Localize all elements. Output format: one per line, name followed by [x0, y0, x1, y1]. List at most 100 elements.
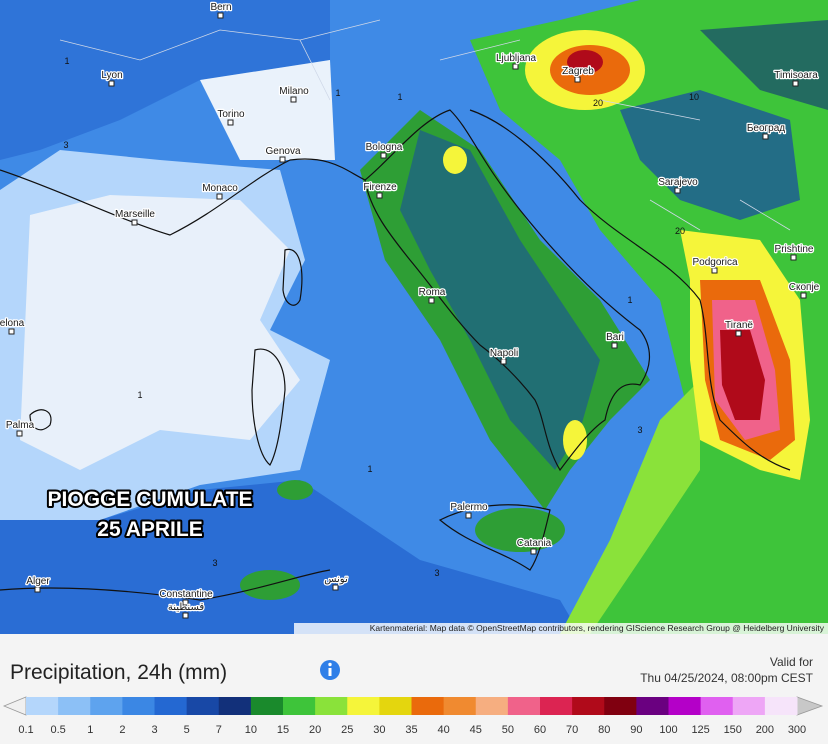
coastline [29, 409, 52, 431]
colorbar-swatch [154, 697, 188, 715]
colorbar-label: 30 [373, 724, 385, 736]
colorbar-label: 40 [438, 724, 450, 736]
city-label: Milano [279, 86, 309, 97]
city-marker [131, 219, 138, 226]
colorbar-label: 1 [87, 724, 93, 736]
colorbar-over [796, 696, 824, 716]
city-label: Београд [747, 123, 785, 134]
city-label: Catania [517, 538, 552, 549]
city-label: Bern [210, 2, 231, 13]
precip-area [720, 330, 765, 420]
valid-time: Thu 04/25/2024, 08:00pm CEST [640, 671, 813, 685]
contour-label: 1 [367, 464, 372, 474]
city-marker [512, 63, 519, 70]
precip-area [0, 480, 580, 634]
city-label: Firenze [363, 182, 397, 193]
info-icon[interactable] [320, 660, 340, 680]
legend-title: Precipitation, 24h (mm) [10, 661, 227, 684]
city-marker [332, 584, 339, 591]
colorbar-swatch [186, 697, 220, 715]
contour-label: 20 [593, 98, 603, 108]
precip-area [567, 50, 603, 74]
city-marker [574, 76, 581, 83]
colorbar-label: 0.5 [50, 724, 65, 736]
city-marker [279, 156, 286, 163]
coastline [438, 504, 551, 571]
colorbar-swatch [572, 697, 605, 715]
colorbar-label: 2 [119, 724, 125, 736]
city-label: قسنطينة [168, 602, 205, 613]
contour-label: 1 [397, 92, 402, 102]
info-glyph [328, 662, 332, 667]
contour-label: 3 [212, 558, 217, 568]
contour-labels: 1 1 1 3 10 20 1 1 3 3 1 20 3 [63, 56, 699, 578]
coastline [0, 569, 331, 601]
city-label: Bologna [366, 142, 403, 153]
city-marker [16, 430, 23, 437]
colorbar-swatch [604, 697, 637, 715]
city-label: Constantine [159, 589, 213, 600]
city-marker [217, 12, 224, 19]
city-marker [227, 119, 234, 126]
colorbar-label: 7 [216, 724, 222, 736]
overlay-title: PIOGGE CUMULATE [48, 488, 253, 511]
city-label: Torino [217, 109, 245, 120]
colorbar-label: 100 [659, 724, 677, 736]
city-label: Alger [26, 576, 50, 587]
contour-label: 3 [63, 140, 68, 150]
colorbar-label: 35 [405, 724, 417, 736]
city-marker [182, 599, 189, 606]
city-marker [290, 96, 297, 103]
colorbar-label: 60 [534, 724, 546, 736]
precip-area [560, 380, 700, 634]
precip-area [400, 130, 600, 470]
map: Bern Lyon Torino Milano Genova Monaco Marseill… [0, 0, 828, 634]
city-marker [711, 267, 718, 274]
colorbar-swatch [218, 697, 252, 715]
colorbar-swatch [443, 697, 477, 715]
contour-label: 1 [137, 390, 142, 400]
coastline [364, 109, 650, 472]
city-marker [611, 342, 618, 349]
colorbar-label: 3 [151, 724, 157, 736]
city-label: Roma [419, 287, 446, 298]
coastline [0, 158, 366, 236]
city-label: Timisoara [774, 70, 818, 81]
legend: Precipitation, 24h (mm) Valid for Thu 04… [0, 634, 828, 744]
city-label: Sarajevo [658, 177, 698, 188]
precip-area [700, 20, 828, 110]
colorbar-swatch [764, 697, 798, 715]
colorbar-label: 5 [184, 724, 190, 736]
city-label: Palermo [450, 502, 488, 513]
city-label: Lyon [101, 70, 122, 81]
contour-label: 1 [627, 295, 632, 305]
colorbar-swatch [507, 697, 541, 715]
colorbar-swatch [668, 697, 702, 715]
overlay-title: 25 APRILE [97, 518, 202, 541]
colorbar-swatch [122, 697, 155, 715]
contour-label: 10 [689, 92, 699, 102]
colorbar-swatch [283, 697, 316, 715]
city-label: Ljubljana [496, 53, 536, 64]
precip-area [563, 420, 587, 460]
precip-area [20, 195, 300, 470]
city-marker [34, 586, 41, 593]
contour-label: 3 [637, 425, 642, 435]
colorbar-label: 25 [341, 724, 353, 736]
contour-label: 3 [434, 568, 439, 578]
contour-label: 1 [335, 88, 340, 98]
city-marker [376, 192, 383, 199]
colorbar-swatch [540, 697, 573, 715]
colorbar: 0.1 0.5 1 2 3 5 7 10 15 20 25 30 35 40 45 50 60 70 80 90 100… [2, 696, 824, 736]
colorbar-swatch [347, 697, 380, 715]
coastline [469, 109, 791, 471]
city-marker [792, 80, 799, 87]
city-label: Tiranë [725, 320, 753, 331]
city-marker [790, 254, 797, 261]
colorbar-label: 45 [470, 724, 482, 736]
colorbar-label: 80 [598, 724, 610, 736]
city-marker [182, 612, 189, 619]
colorbar-label: 10 [245, 724, 257, 736]
city-label: تونس [324, 574, 348, 585]
